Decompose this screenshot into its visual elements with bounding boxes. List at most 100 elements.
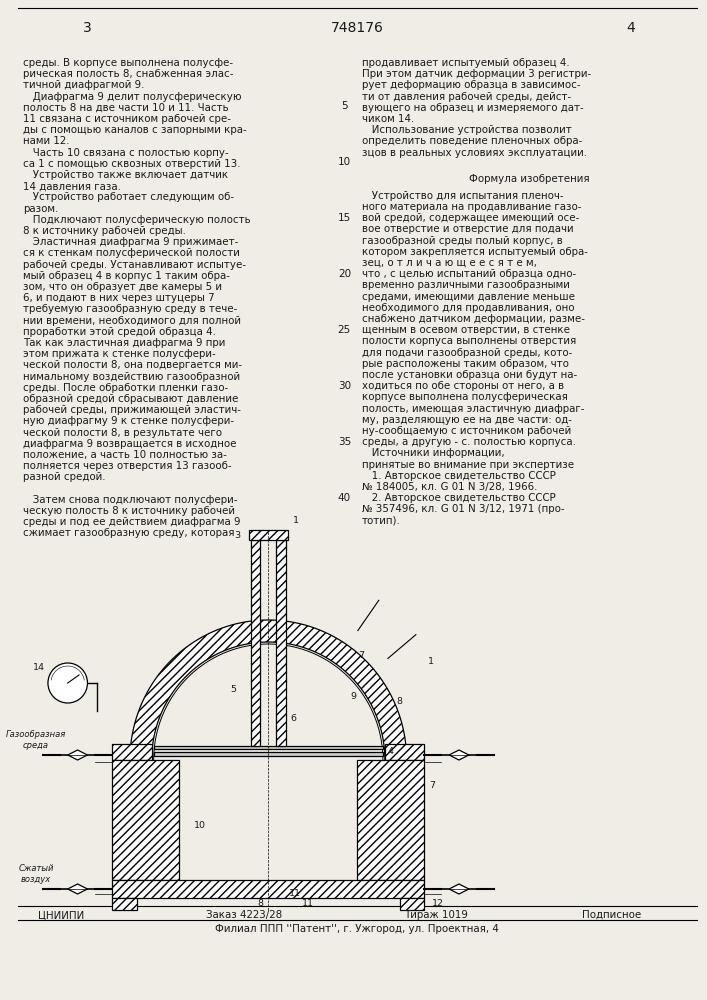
Text: При этом датчик деформации 3 регистри-: При этом датчик деформации 3 регистри- (362, 69, 592, 79)
Polygon shape (68, 750, 88, 760)
Text: среды. После обработки пленки газо-: среды. После обработки пленки газо- (23, 383, 228, 393)
Text: этом прижата к стенке полусфери-: этом прижата к стенке полусфери- (23, 349, 216, 359)
Polygon shape (112, 744, 152, 760)
Text: № 357496, кл. G 01 N 3/12, 1971 (про-: № 357496, кл. G 01 N 3/12, 1971 (про- (362, 504, 565, 514)
Text: рическая полость 8, снабженная элас-: рическая полость 8, снабженная элас- (23, 69, 234, 79)
Text: зом, что он образует две камеры 5 и: зом, что он образует две камеры 5 и (23, 282, 222, 292)
Polygon shape (112, 898, 137, 910)
Text: зец, о т л и ч а ю щ е е с я т е м,: зец, о т л и ч а ю щ е е с я т е м, (362, 258, 537, 268)
Text: Подписное: Подписное (582, 910, 641, 920)
Text: ся к стенкам полусферической полости: ся к стенкам полусферической полости (23, 248, 240, 258)
Polygon shape (249, 530, 288, 540)
Text: чиком 14.: чиком 14. (362, 114, 414, 124)
Polygon shape (449, 884, 469, 894)
Text: полняется через отверстия 13 газооб-: полняется через отверстия 13 газооб- (23, 461, 232, 471)
Text: для подачи газообразной среды, кото-: для подачи газообразной среды, кото- (362, 348, 573, 358)
Text: Устройство также включает датчик: Устройство также включает датчик (23, 170, 228, 180)
Text: Так как эластичная диафрагма 9 при: Так как эластичная диафрагма 9 при (23, 338, 226, 348)
Polygon shape (68, 884, 88, 894)
Text: ческой полости 8, в результате чего: ческой полости 8, в результате чего (23, 428, 222, 438)
Text: 3: 3 (83, 21, 92, 35)
Text: полость, имеющая эластичную диафраг-: полость, имеющая эластичную диафраг- (362, 404, 585, 414)
Text: ную диафрагму 9 к стенке полусфери-: ную диафрагму 9 к стенке полусфери- (23, 416, 235, 426)
Text: 11 связана с источником рабочей сре-: 11 связана с источником рабочей сре- (23, 114, 231, 124)
Text: ти от давления рабочей среды, дейст-: ти от давления рабочей среды, дейст- (362, 92, 571, 102)
Text: нами 12.: нами 12. (23, 136, 70, 146)
Text: сжимает газообразную среду, которая: сжимает газообразную среду, которая (23, 528, 235, 538)
Text: 12: 12 (432, 900, 444, 908)
Text: 7: 7 (358, 650, 364, 660)
Text: 8: 8 (397, 696, 403, 706)
Text: мый образец 4 в корпус 1 таким обра-: мый образец 4 в корпус 1 таким обра- (23, 271, 230, 281)
Text: 8 к источнику рабочей среды.: 8 к источнику рабочей среды. (23, 226, 186, 236)
Text: проработки этой средой образца 4.: проработки этой средой образца 4. (23, 327, 216, 337)
Text: № 184005, кл. G 01 N 3/28, 1966.: № 184005, кл. G 01 N 3/28, 1966. (362, 482, 537, 492)
Text: ЦНИИПИ: ЦНИИПИ (38, 910, 84, 920)
Text: 35: 35 (338, 437, 351, 447)
Text: газообразной среды полый корпус, в: газообразной среды полый корпус, в (362, 236, 563, 246)
Text: нимальному воздействию газообразной: нимальному воздействию газообразной (23, 372, 240, 382)
Text: 7: 7 (429, 780, 436, 790)
Text: ходиться по обе стороны от него, а в: ходиться по обе стороны от него, а в (362, 381, 564, 391)
Text: 11: 11 (289, 888, 301, 898)
Text: 8: 8 (257, 900, 264, 908)
Text: 15: 15 (338, 213, 351, 223)
Text: Диафрагма 9 делит полусферическую: Диафрагма 9 делит полусферическую (23, 92, 242, 102)
Polygon shape (153, 746, 383, 749)
Polygon shape (130, 620, 407, 760)
Text: разом.: разом. (23, 204, 59, 214)
Text: 6, и подают в них через штуцеры 7: 6, и подают в них через штуцеры 7 (23, 293, 215, 303)
Polygon shape (357, 760, 424, 880)
Text: вующего на образец и измеряемого дат-: вующего на образец и измеряемого дат- (362, 103, 584, 113)
Text: что , с целью испытаний образца одно-: что , с целью испытаний образца одно- (362, 269, 576, 279)
Text: Тираж 1019: Тираж 1019 (404, 910, 467, 920)
Text: 1: 1 (293, 516, 299, 525)
Text: 10: 10 (338, 157, 351, 167)
Text: принятые во внимание при экспертизе: принятые во внимание при экспертизе (362, 460, 574, 470)
Text: 5: 5 (341, 101, 348, 111)
Text: са 1 с помощью сквозных отверстий 13.: са 1 с помощью сквозных отверстий 13. (23, 159, 241, 169)
Text: временно различными газообразными: временно различными газообразными (362, 280, 570, 290)
Text: корпусе выполнена полусферическая: корпусе выполнена полусферическая (362, 392, 568, 402)
Text: диафрагма 9 возвращается в исходное: диафрагма 9 возвращается в исходное (23, 439, 237, 449)
Text: 30: 30 (338, 381, 351, 391)
Text: 10: 10 (194, 822, 206, 830)
Text: Использование устройства позволит: Использование устройства позволит (362, 125, 572, 135)
Text: требуемую газообразную среду в тече-: требуемую газообразную среду в тече- (23, 304, 238, 314)
Polygon shape (112, 760, 180, 880)
Text: 748176: 748176 (331, 21, 384, 35)
Text: 20: 20 (338, 269, 351, 279)
Polygon shape (112, 880, 424, 898)
Text: 25: 25 (338, 325, 351, 335)
Text: 1. Авторское свидетельство СССР: 1. Авторское свидетельство СССР (362, 471, 556, 481)
Text: разной средой.: разной средой. (23, 472, 106, 482)
Polygon shape (276, 540, 286, 746)
Text: снабжено датчиком деформации, разме-: снабжено датчиком деформации, разме- (362, 314, 585, 324)
Text: вое отверстие и отверстие для подачи: вое отверстие и отверстие для подачи (362, 224, 574, 234)
Polygon shape (449, 750, 469, 760)
Circle shape (48, 663, 88, 703)
Text: 14 давления газа.: 14 давления газа. (23, 181, 121, 191)
Text: полости корпуса выполнены отверстия: полости корпуса выполнены отверстия (362, 336, 576, 346)
Text: среды, а другую - с. полостью корпуса.: среды, а другую - с. полостью корпуса. (362, 437, 576, 447)
Text: необходимого для продавливания, оно: необходимого для продавливания, оно (362, 303, 575, 313)
Text: 14: 14 (33, 664, 45, 672)
Text: вой средой, содержащее имеющий осе-: вой средой, содержащее имеющий осе- (362, 213, 580, 223)
Text: ного материала на продавливание газо-: ного материала на продавливание газо- (362, 202, 582, 212)
Text: ну-сообщаемую с источником рабочей: ну-сообщаемую с источником рабочей (362, 426, 571, 436)
Text: нии времени, необходимого для полной: нии времени, необходимого для полной (23, 316, 241, 326)
Text: Устройство для испытания пленоч-: Устройство для испытания пленоч- (362, 191, 563, 201)
Text: ды с помощью каналов с запорными кра-: ды с помощью каналов с запорными кра- (23, 125, 247, 135)
Polygon shape (153, 752, 383, 756)
Text: рует деформацию образца в зависимос-: рует деформацию образца в зависимос- (362, 80, 580, 90)
Text: рабочей среды, прижимающей эластич-: рабочей среды, прижимающей эластич- (23, 405, 241, 415)
Text: ческой полости 8, она подвергается ми-: ческой полости 8, она подвергается ми- (23, 360, 243, 370)
Text: продавливает испытуемый образец 4.: продавливает испытуемый образец 4. (362, 58, 570, 68)
Text: 40: 40 (338, 493, 351, 503)
Text: Формула изобретения: Формула изобретения (469, 174, 590, 184)
Text: 3: 3 (235, 530, 240, 540)
Text: рые расположены таким образом, что: рые расположены таким образом, что (362, 359, 569, 369)
Text: тотип).: тотип). (362, 516, 401, 526)
Text: ческую полость 8 к источнику рабочей: ческую полость 8 к источнику рабочей (23, 506, 235, 516)
Text: положение, а часть 10 полностью за-: положение, а часть 10 полностью за- (23, 450, 227, 460)
